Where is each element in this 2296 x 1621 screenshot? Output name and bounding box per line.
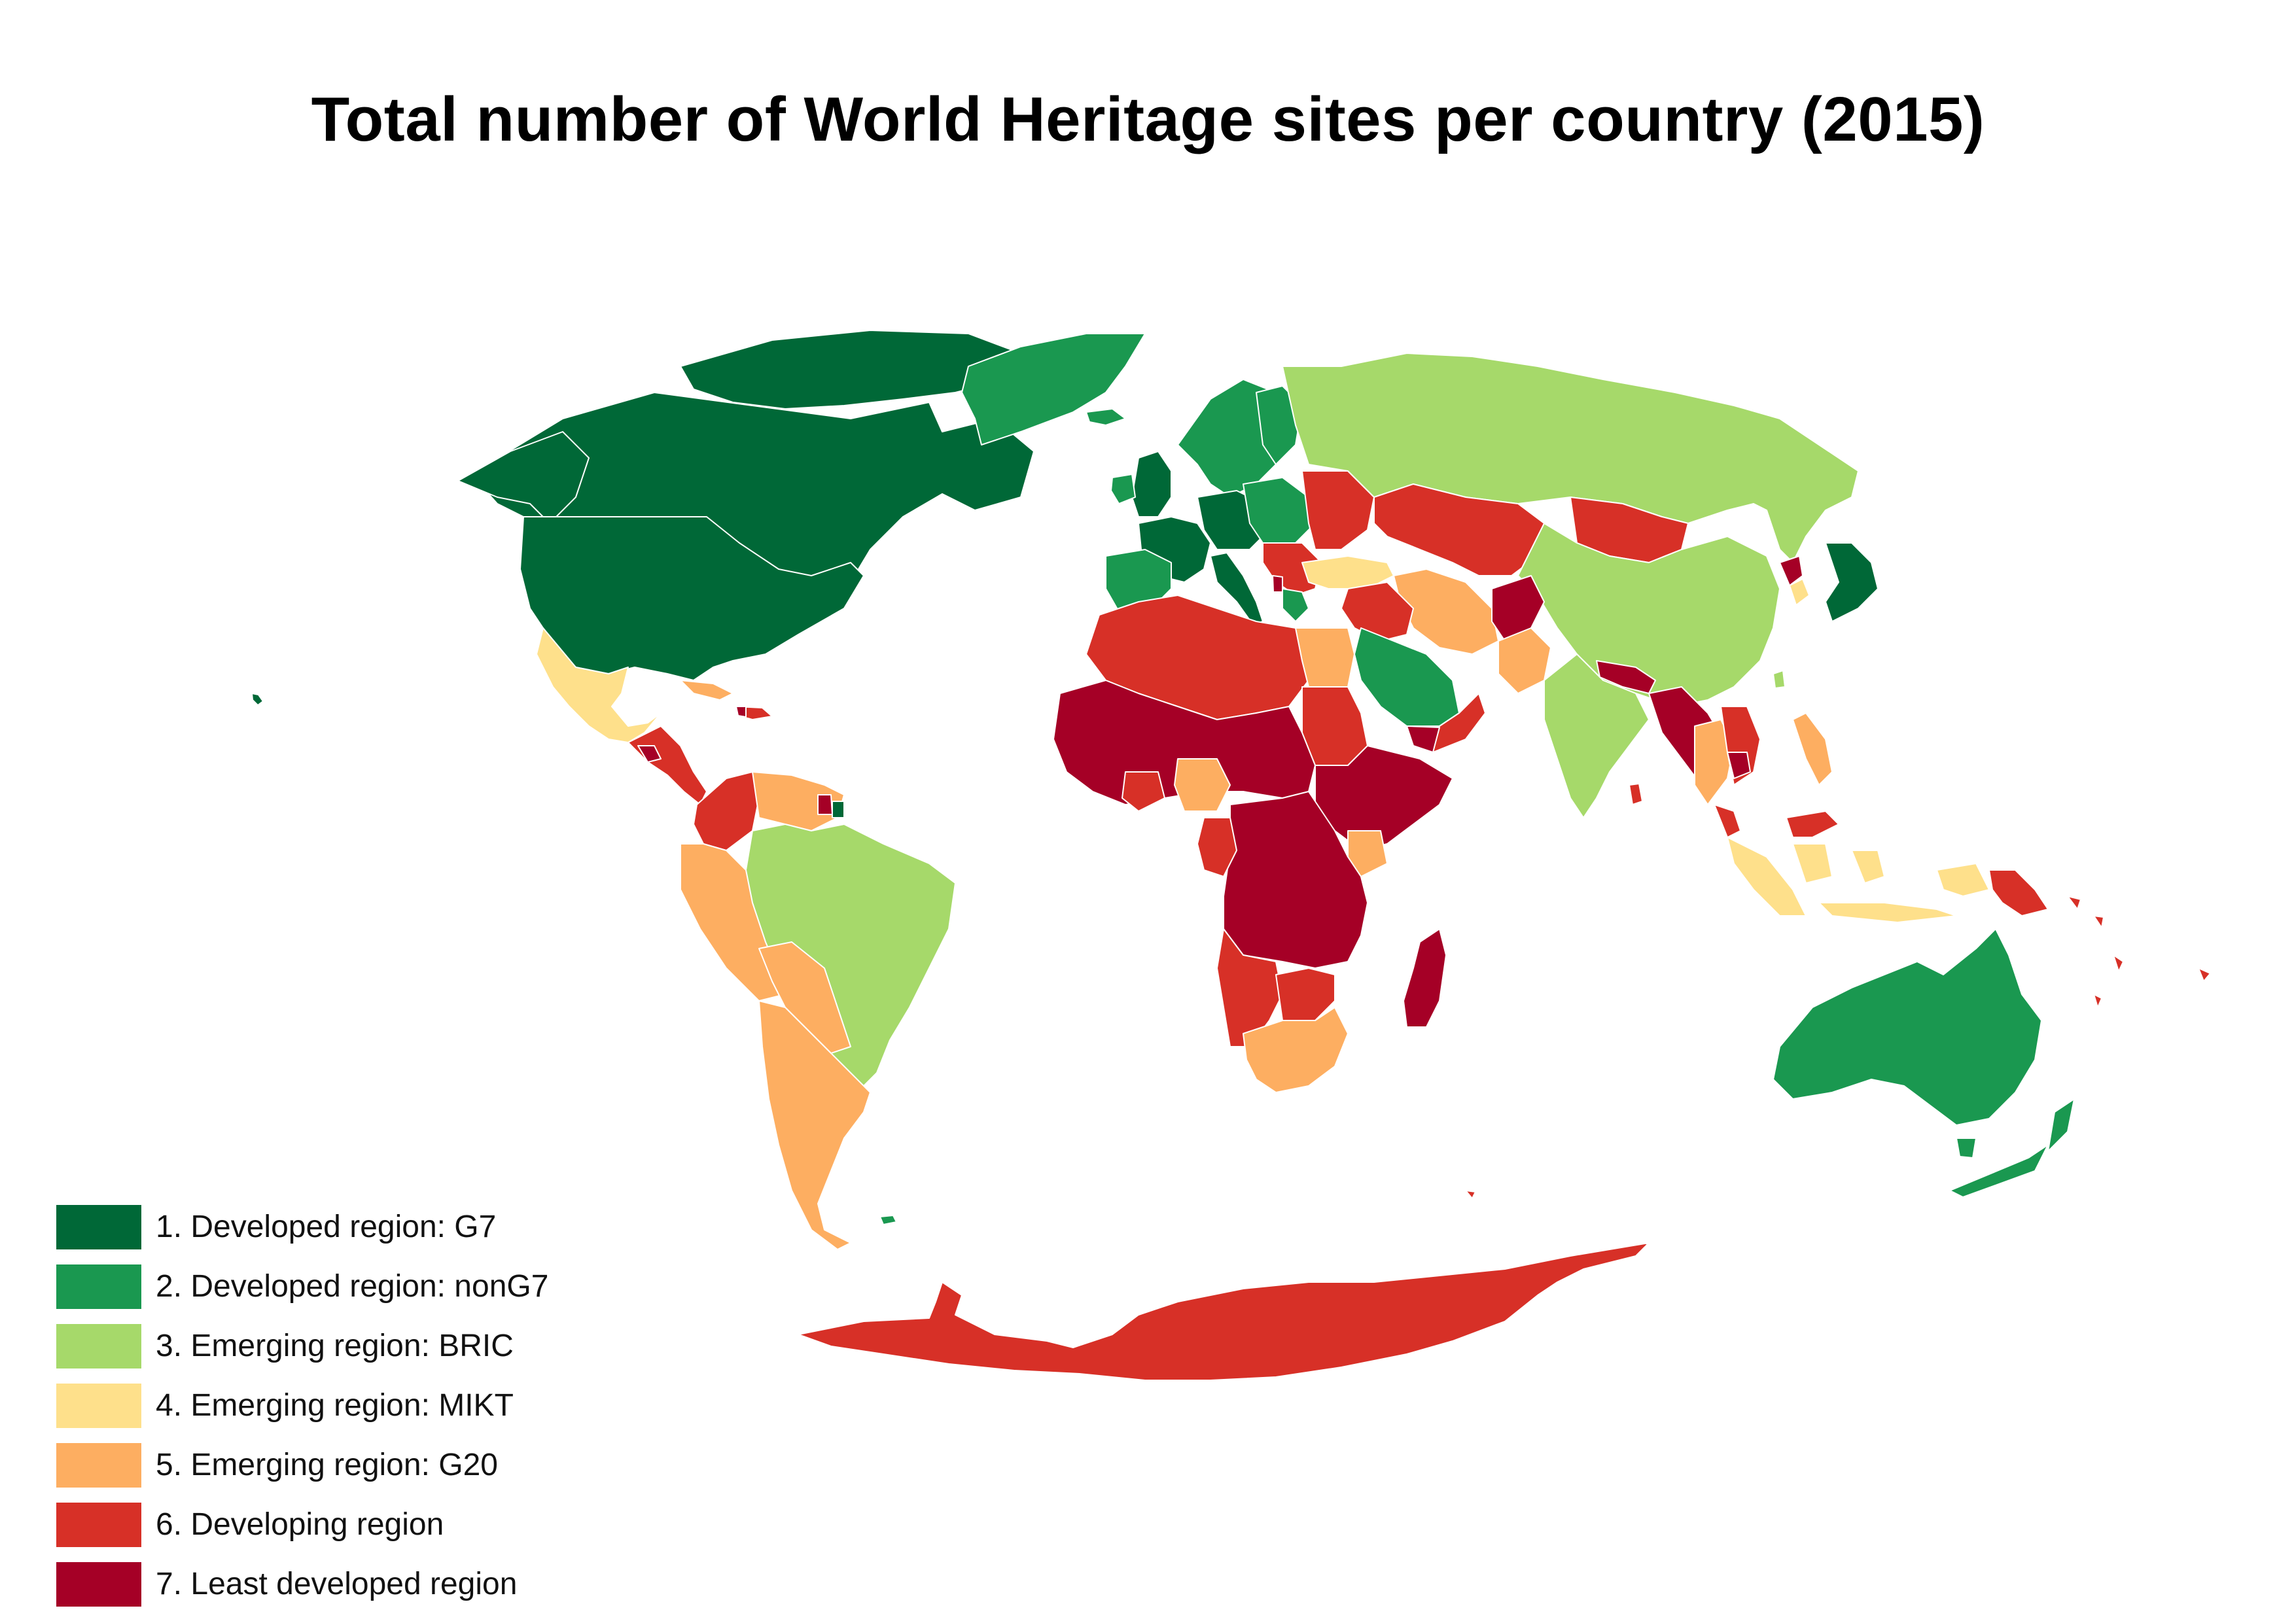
colombia [693, 771, 760, 851]
suriname [817, 794, 833, 815]
bolivia-paraguay [758, 941, 851, 1054]
sri-lanka [1629, 783, 1643, 805]
afghanistan [1491, 575, 1545, 642]
hawaii [251, 693, 264, 706]
ghana-ivory-coast [1122, 771, 1165, 812]
mexico [536, 627, 662, 743]
korea-south [1789, 578, 1810, 606]
legend-label: 6. Developing region [156, 1507, 444, 1542]
central-africa [1223, 791, 1368, 969]
caribbean-cuba [680, 680, 733, 701]
greece [1282, 588, 1309, 622]
gabon-congo [1197, 817, 1237, 877]
legend-label: 1. Developed region: G7 [156, 1210, 497, 1244]
iraq-syria [1341, 582, 1414, 642]
south-africa [1243, 1007, 1349, 1093]
map-legend: 1. Developed region: G7 2. Developed reg… [56, 1197, 548, 1614]
falklands [879, 1215, 897, 1225]
central-europe-nong7 [1243, 477, 1316, 544]
map-title: Total number of World Heritage sites per… [311, 84, 1985, 154]
india [1544, 654, 1650, 818]
uk [1131, 451, 1172, 517]
legend-label: 3. Emerging region: BRIC [156, 1329, 514, 1363]
legend-swatch [56, 1204, 141, 1249]
legend-swatch [56, 1383, 141, 1428]
legend-label: 4. Emerging region: MIKT [156, 1388, 514, 1423]
new-zealand [1949, 1098, 2075, 1198]
yemen [1406, 725, 1440, 753]
guatemala-honduras [637, 745, 662, 763]
madagascar [1403, 928, 1447, 1028]
legend-label: 7. Least developed region [156, 1567, 518, 1601]
legend-item-mikt: 4. Emerging region: MIKT [56, 1376, 548, 1435]
indonesia [1727, 837, 1990, 923]
central-america [627, 725, 707, 805]
legend-swatch [56, 1264, 141, 1309]
legend-swatch [56, 1442, 141, 1488]
kenya [1347, 830, 1388, 877]
chile-argentina [758, 1000, 871, 1250]
french-guiana [832, 801, 845, 818]
albania [1272, 575, 1283, 593]
greenland [961, 333, 1146, 445]
nigeria [1174, 758, 1231, 812]
legend-item-g20: 5. Emerging region: G20 [56, 1435, 548, 1495]
iceland [1086, 408, 1126, 426]
cambodia [1727, 752, 1751, 779]
legend-swatch [56, 1323, 141, 1368]
russia [1282, 353, 1859, 563]
legend-item-bric: 3. Emerging region: BRIC [56, 1316, 548, 1376]
legend-item-developing: 6. Developing region [56, 1495, 548, 1554]
antarctica [798, 1242, 1650, 1381]
korea-north [1779, 555, 1803, 586]
japan [1825, 542, 1879, 622]
legend-swatch [56, 1502, 141, 1547]
legend-item-g7: 1. Developed region: G7 [56, 1197, 548, 1257]
pakistan [1498, 627, 1551, 694]
ireland [1110, 474, 1136, 504]
legend-label: 5. Emerging region: G20 [156, 1448, 498, 1482]
legend-label: 2. Developed region: nonG7 [156, 1269, 549, 1304]
haiti [735, 706, 747, 718]
taiwan [1773, 670, 1786, 689]
legend-item-nong7: 2. Developed region: nonG7 [56, 1257, 548, 1316]
philippines [1792, 712, 1833, 786]
usa-alaska [457, 431, 590, 524]
australia [1773, 928, 2042, 1126]
thailand [1694, 719, 1735, 805]
turkey [1301, 555, 1394, 589]
italy [1210, 552, 1263, 625]
pacific-islands [1465, 896, 2211, 1199]
kazakhstan-central-asia [1373, 483, 1545, 576]
legend-swatch [56, 1561, 141, 1607]
papua-new-guinea [1988, 869, 2049, 916]
malaysia [1714, 804, 1839, 838]
legend-item-least-developed: 7. Least developed region [56, 1554, 548, 1614]
tasmania [1956, 1138, 1977, 1159]
sudan [1301, 686, 1368, 766]
